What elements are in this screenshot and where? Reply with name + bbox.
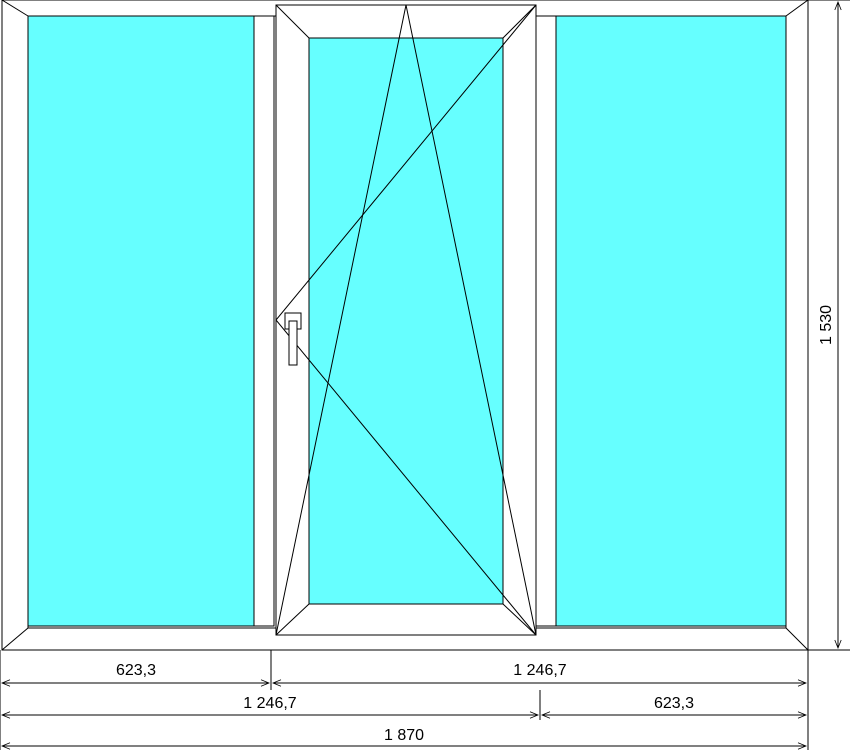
handle-icon	[284, 312, 302, 366]
height-dimension: 1 530	[808, 0, 850, 651]
left-mullion	[253, 15, 275, 627]
right-mullion	[535, 15, 557, 627]
row1-right-label: 1 246,7	[513, 662, 566, 679]
left-glass-pane	[27, 15, 255, 627]
total-width-dimension: 1 870	[2, 727, 806, 746]
center-glass-pane	[308, 37, 504, 605]
opening-lines	[275, 4, 537, 636]
row2-right-label: 623,3	[654, 695, 694, 712]
row2-left-label: 1 246,7	[243, 695, 296, 712]
total-width-label: 1 870	[384, 727, 424, 744]
right-glass-pane	[555, 15, 787, 627]
center-sash	[275, 4, 537, 636]
dimension-row-2: 1 246,7 623,3	[2, 690, 806, 720]
row1-left-label: 623,3	[116, 662, 156, 679]
height-label: 1 530	[818, 305, 835, 345]
dimension-row-1: 623,3 1 246,7	[0, 650, 809, 750]
